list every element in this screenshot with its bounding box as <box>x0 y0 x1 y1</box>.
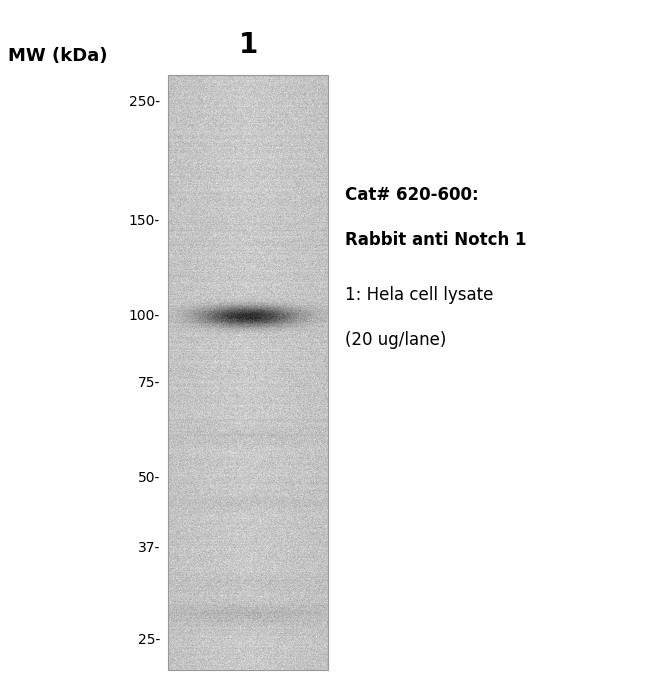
Text: 100-: 100- <box>129 309 160 323</box>
Text: MW (kDa): MW (kDa) <box>8 47 107 65</box>
Text: 37-: 37- <box>138 541 160 556</box>
Text: 50-: 50- <box>138 471 160 485</box>
Text: (20 ug/lane): (20 ug/lane) <box>345 331 447 349</box>
Text: 1: 1 <box>239 31 257 59</box>
Text: 75-: 75- <box>138 376 160 390</box>
Text: 25-: 25- <box>138 633 160 647</box>
Text: 250-: 250- <box>129 95 160 108</box>
Text: Cat# 620-600:: Cat# 620-600: <box>345 186 478 204</box>
Text: Rabbit anti Notch 1: Rabbit anti Notch 1 <box>345 231 526 249</box>
Text: 150-: 150- <box>129 214 160 228</box>
Text: 1: Hela cell lysate: 1: Hela cell lysate <box>345 286 493 304</box>
Bar <box>168 75 328 670</box>
